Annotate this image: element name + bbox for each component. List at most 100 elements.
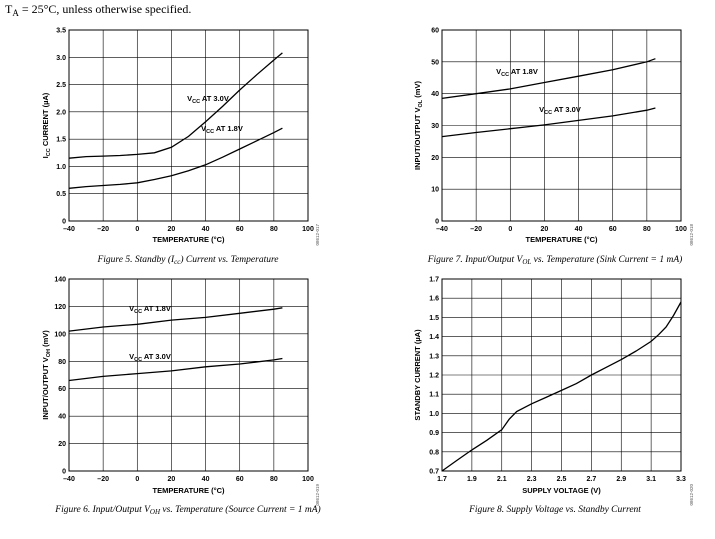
figure-code: 08612-017 [315,224,320,246]
x-tick-label: 2.1 [497,476,507,483]
y-tick-label: 140 [54,277,66,284]
x-tick-label: 80 [270,226,278,233]
x-tick-label: –40 [436,226,448,233]
x-tick-label: 100 [302,226,314,233]
y-tick-label: 0.9 [429,430,439,437]
y-tick-label: 0.8 [429,449,439,456]
y-tick-label: 1.3 [429,353,439,360]
x-axis-title: TEMPERATURE (°C) [152,235,225,244]
x-axis-title: TEMPERATURE (°C) [525,235,598,244]
x-tick-label: 40 [202,476,210,483]
x-tick-label: 2.9 [616,476,626,483]
plot-frame [441,278,682,472]
chart-fig7: –40 –20 0 20 40 60 80 100 0 10 20 30 40 50 60 VCC AT 1.… [413,28,694,267]
plot-frame [68,278,309,472]
y-tick-label: 3.5 [56,28,66,35]
x-tick-label: 20 [541,226,549,233]
x-tick-label: 1.9 [467,476,477,483]
series-line [68,127,283,189]
x-tick-label: 60 [236,476,244,483]
x-axis-title: SUPPLY VOLTAGE (V) [522,486,601,495]
y-tick-label: 30 [431,123,439,130]
y-tick-label: 1.5 [56,137,66,144]
x-tick-label: 0 [135,226,139,233]
figure-code: 08612-018 [689,224,694,246]
x-tick-label: 3.3 [676,476,686,483]
y-tick-label: 1.7 [429,277,439,284]
x-tick-label: –40 [63,476,75,483]
y-tick-label: 0.5 [56,191,66,198]
x-tick-label: 40 [202,226,210,233]
series-label: VCC AT 3.0V [129,352,171,363]
series-label: VCC AT 3.0V [539,105,581,116]
x-tick-label: 20 [168,226,176,233]
y-tick-label: 1.0 [56,164,66,171]
y-tick-label: 40 [431,91,439,98]
series-line [68,307,283,332]
series-label: VCC AT 3.0V [187,94,229,105]
y-axis-title: INPUT/OUTPUT VOL (mV) [413,81,424,170]
conditions-note: TA = 25°C, unless otherwise specified. [5,2,192,18]
series-line [68,357,283,382]
y-tick-label: 40 [58,414,66,421]
series-line [441,301,682,472]
x-tick-label: –20 [470,226,482,233]
x-tick-label: 100 [302,476,314,483]
x-tick-label: –20 [97,476,109,483]
y-tick-label: 0 [62,219,66,226]
y-axis-title: STANDBY CURRENT (µA) [413,329,422,421]
x-tick-label: 80 [270,476,278,483]
series-label: VCC AT 1.8V [496,67,538,78]
y-tick-label: 60 [431,28,439,35]
x-tick-label: 2.3 [527,476,537,483]
x-tick-label: 1.7 [437,476,447,483]
series-line [441,58,656,100]
figure-caption: Figure 8. Supply Voltage vs. Standby Cur… [468,505,641,515]
x-tick-label: 2.5 [557,476,567,483]
x-tick-label: 2.7 [587,476,597,483]
figure-code: 08612-019 [315,484,320,506]
x-tick-label: 40 [575,226,583,233]
y-tick-label: 80 [58,359,66,366]
plot-frame [68,29,309,222]
x-tick-label: 0 [135,476,139,483]
x-tick-label: –20 [97,226,109,233]
y-tick-label: 120 [54,304,66,311]
figure-caption: Figure 7. Input/Output VOL vs. Temperatu… [427,254,683,266]
chart-fig8: 1.7 1.9 2.1 2.3 2.5 2.7 2.9 3.1 3.3 0.7 0.8 0.9 1.0 1… [413,277,694,516]
y-tick-label: 20 [58,441,66,448]
y-tick-label: 0.7 [429,469,439,476]
y-axis-title: INPUT/OUTPUT VOH (mV) [41,330,52,420]
x-tick-label: 80 [643,226,651,233]
x-tick-label: –40 [63,226,75,233]
series-line [68,52,283,159]
y-tick-label: 1.4 [429,334,439,341]
y-tick-label: 100 [54,331,66,338]
y-tick-label: 1.6 [429,296,439,303]
y-tick-label: 1.2 [429,373,439,380]
y-tick-label: 3.0 [56,55,66,62]
y-tick-label: 0 [62,469,66,476]
chart-fig6: –40 –20 0 20 40 60 80 100 0 20 40 60 80 100 120 140 VCC … [41,277,321,517]
y-tick-label: 10 [431,187,439,194]
y-tick-label: 1.1 [429,392,439,399]
plot-frame [441,29,682,222]
y-axis-title: ICC CURRENT (µA) [41,92,52,158]
x-tick-label: 20 [168,476,176,483]
x-tick-label: 60 [236,226,244,233]
y-tick-label: 0 [435,219,439,226]
y-tick-label: 1.0 [429,411,439,418]
series-line [441,107,656,138]
x-axis-title: TEMPERATURE (°C) [152,486,225,495]
x-tick-label: 0 [508,226,512,233]
y-tick-label: 2.5 [56,82,66,89]
y-tick-label: 50 [431,59,439,66]
x-tick-label: 100 [675,226,687,233]
x-tick-label: 60 [609,226,617,233]
y-tick-label: 2.0 [56,109,66,116]
figure-caption: Figure 6. Input/Output VOH vs. Temperatu… [54,504,320,516]
chart-fig5: –40 –20 0 20 40 60 80 100 0 0.5 1.0 1.5 2.0 2.5 3.0 3.5… [41,28,320,267]
x-tick-label: 3.1 [646,476,656,483]
